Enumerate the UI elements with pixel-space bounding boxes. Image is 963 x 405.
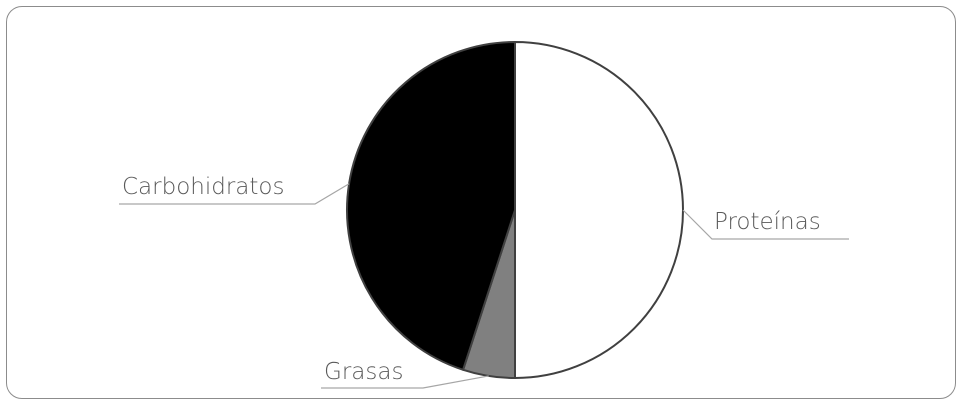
pie-slice-proteinas [514, 41, 684, 379]
pie-slice-carbohidratos [346, 41, 516, 371]
leader-line-carbohidratos [119, 183, 350, 205]
slice-label-proteinas: Proteínas [714, 209, 821, 235]
pie-slices [346, 41, 684, 379]
leader-lines [119, 183, 849, 389]
leader-line-proteinas [682, 209, 849, 240]
slice-label-grasas: Grasas [324, 359, 403, 385]
slice-label-carbohidratos: Carbohidratos [122, 174, 284, 200]
chart-frame: Proteínas Grasas Carbohidratos [6, 6, 956, 399]
slice-labels: Proteínas Grasas Carbohidratos [122, 174, 821, 385]
pie-chart: Proteínas Grasas Carbohidratos [119, 41, 849, 389]
leader-line-grasas [321, 375, 489, 389]
